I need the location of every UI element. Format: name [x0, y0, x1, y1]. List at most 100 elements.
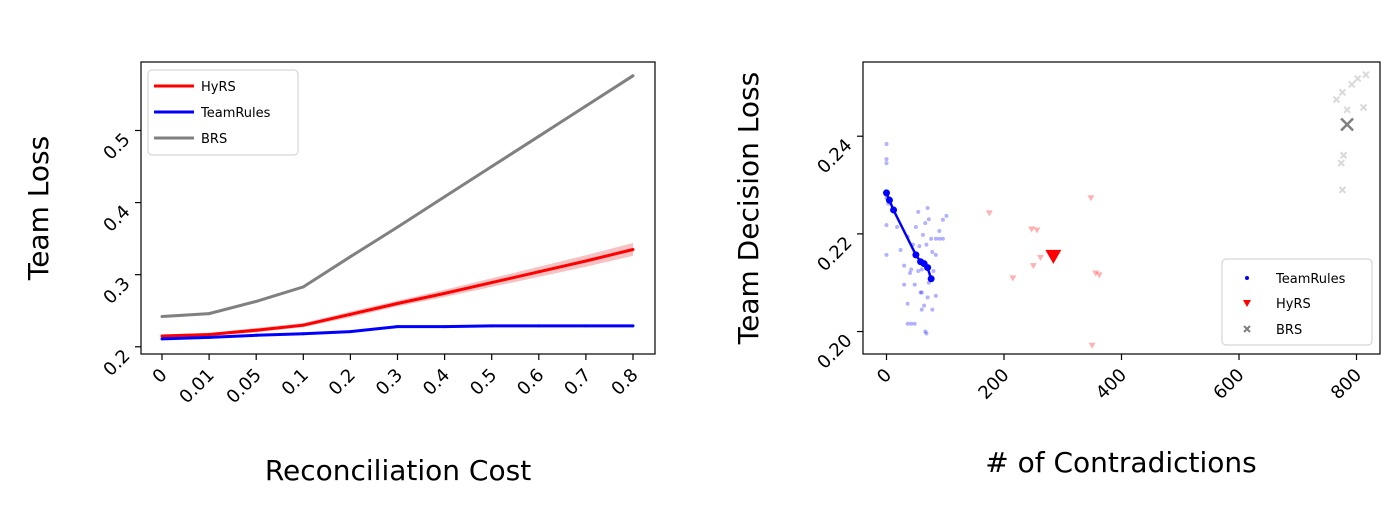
point-teamrules — [207, 335, 211, 339]
point-teamrules — [912, 321, 917, 326]
right-y-ticks: 0.20 0.22 0.24 — [813, 135, 863, 373]
point-hyrs — [160, 334, 164, 338]
point-teamrules — [940, 217, 945, 222]
point-teamrules — [929, 236, 934, 241]
point-hyrs — [1029, 263, 1037, 270]
mean-marker-brs — [1340, 117, 1354, 132]
point-hyrs — [301, 323, 305, 327]
point-hyrs — [985, 210, 993, 217]
point-teamrules — [937, 228, 942, 233]
point-hyrs — [1036, 254, 1044, 261]
point-brs — [443, 195, 447, 199]
right-legend-marker-hyrs — [1243, 300, 1251, 307]
point-brs — [1337, 159, 1345, 167]
point-brs — [348, 255, 352, 259]
point-hyrs — [207, 333, 211, 337]
point-hyrs — [1009, 275, 1017, 282]
left-y-ticks: 0.2 0.3 0.4 0.5 — [99, 129, 141, 381]
left-legend: HyRS TeamRules BRS — [147, 69, 299, 156]
y-tick-label: 0.2 — [99, 345, 134, 380]
right-y-axis-label: Team Decision Loss — [732, 72, 765, 345]
x-tick-label: 0.8 — [607, 365, 642, 400]
x-tick-label: 0.2 — [325, 365, 360, 400]
point-teamrules — [631, 324, 635, 328]
point-teamrules — [348, 330, 352, 334]
right-legend-marker-teamrules — [1245, 276, 1249, 280]
point-teamrules — [905, 321, 910, 326]
y-tick-label: 0.3 — [99, 273, 134, 308]
right-scatter-points — [884, 70, 1370, 349]
x-tick-label: 0.1 — [278, 365, 313, 400]
point-brs — [396, 225, 399, 229]
point-brs — [1353, 74, 1362, 83]
x-tick-label: 0 — [149, 365, 172, 388]
x-tick-label: 200 — [974, 365, 1013, 404]
point-teamrules — [396, 325, 399, 329]
point-teamrules — [923, 221, 928, 226]
y-tick-label: 0.4 — [99, 201, 134, 236]
right-legend-label-teamrules: TeamRules — [1275, 272, 1346, 287]
right-legend-box — [1221, 258, 1373, 346]
point-teamrules — [919, 290, 924, 295]
point-brs — [537, 134, 541, 138]
point-teamrules — [931, 268, 936, 273]
x-tick-label: 0.5 — [466, 365, 501, 400]
point-teamrules — [902, 282, 907, 287]
point-teamrules — [884, 161, 889, 166]
x-tick-label: 600 — [1209, 365, 1248, 404]
point-teamrules — [301, 332, 305, 336]
point-brs — [1343, 106, 1351, 114]
left-legend-label-brs: BRS — [201, 132, 227, 147]
point-teamrules — [916, 268, 921, 273]
point-teamrules — [884, 157, 889, 162]
x-tick-label: 0.4 — [419, 365, 454, 400]
point-hyrs — [443, 291, 447, 295]
x-tick-label: 0.6 — [513, 365, 548, 400]
mean-point-teamrules — [924, 264, 932, 272]
point-teamrules — [924, 331, 929, 336]
x-tick-label: 0.05 — [223, 365, 266, 408]
x-tick-label: 800 — [1327, 365, 1366, 404]
x-tick-label: 400 — [1092, 365, 1131, 404]
point-teamrules — [905, 301, 910, 306]
point-teamrules — [930, 249, 935, 254]
point-hyrs — [1087, 195, 1095, 202]
point-teamrules — [925, 206, 930, 210]
point-hyrs — [396, 302, 399, 306]
mean-point-teamrules — [927, 275, 935, 283]
mean-marker-hyrs — [1045, 249, 1062, 264]
point-teamrules — [909, 321, 914, 326]
left-series-lines — [160, 74, 635, 341]
point-teamrules — [898, 247, 903, 252]
point-teamrules — [918, 290, 923, 295]
left-legend-label-teamrules: TeamRules — [200, 106, 271, 121]
point-brs — [1359, 103, 1368, 112]
point-teamrules — [913, 225, 918, 230]
point-teamrules — [912, 282, 917, 287]
point-teamrules — [909, 267, 914, 272]
point-teamrules — [926, 217, 931, 222]
point-hyrs — [537, 270, 541, 274]
point-teamrules — [920, 232, 925, 237]
right-x-ticks: 0 200 400 600 800 — [873, 354, 1366, 404]
point-brs — [490, 165, 494, 169]
point-teamrules — [895, 225, 900, 230]
point-hyrs — [631, 247, 635, 251]
right-legend-label-brs: BRS — [1276, 323, 1302, 338]
point-teamrules — [924, 242, 929, 247]
point-teamrules — [933, 236, 938, 241]
left-legend-label-hyrs: HyRS — [201, 80, 236, 95]
point-teamrules — [254, 333, 258, 337]
point-hyrs — [1088, 342, 1096, 349]
x-tick-label: 0 — [873, 365, 896, 388]
right-x-axis-label: # of Contradictions — [985, 446, 1257, 479]
right-mean-markers — [883, 117, 1354, 283]
y-tick-label: 0.22 — [813, 233, 856, 276]
right-chart: 0 200 400 600 800 0.20 0.22 0.24 # of Contradi… — [732, 61, 1381, 479]
point-hyrs — [1033, 227, 1041, 234]
y-tick-label: 0.5 — [99, 129, 134, 164]
point-hyrs — [490, 281, 494, 285]
point-brs — [1338, 186, 1347, 194]
mean-point-teamrules — [890, 206, 898, 214]
